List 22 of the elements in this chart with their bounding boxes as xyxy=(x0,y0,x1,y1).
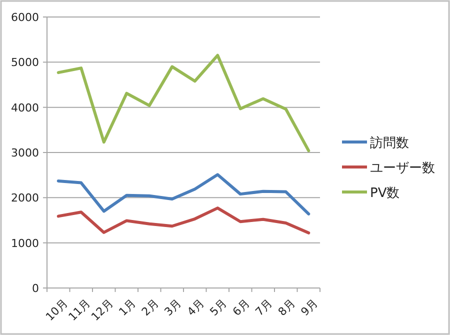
line-series xyxy=(56,54,310,152)
legend-label: ユーザー数 xyxy=(370,161,435,176)
y-tick-label: 0 xyxy=(32,282,39,295)
x-tick-label: 4月 xyxy=(184,296,207,319)
x-tick-label: 7月 xyxy=(252,296,275,319)
legend-label: 訪問数 xyxy=(370,136,409,151)
x-tick-label: 5月 xyxy=(207,296,230,319)
x-tick-label: 9月 xyxy=(298,296,320,319)
x-tick-label: 1月 xyxy=(116,296,138,319)
y-tick-label: 3000 xyxy=(11,146,39,160)
y-tick-label: 2000 xyxy=(11,192,39,205)
y-tick-label: 6000 xyxy=(11,11,39,24)
y-tick-label: 1000 xyxy=(11,236,39,250)
x-tick-label: 6月 xyxy=(230,296,252,319)
legend-label: PV数 xyxy=(370,186,400,201)
y-tick-label: 4000 xyxy=(11,101,39,114)
x-tick-label: 2月 xyxy=(139,296,162,319)
y-tick-label: 5000 xyxy=(11,56,39,70)
x-tick-label: 3月 xyxy=(162,296,184,319)
line-series xyxy=(56,206,310,234)
x-tick-label: 8月 xyxy=(276,296,298,319)
line-series xyxy=(56,173,310,216)
